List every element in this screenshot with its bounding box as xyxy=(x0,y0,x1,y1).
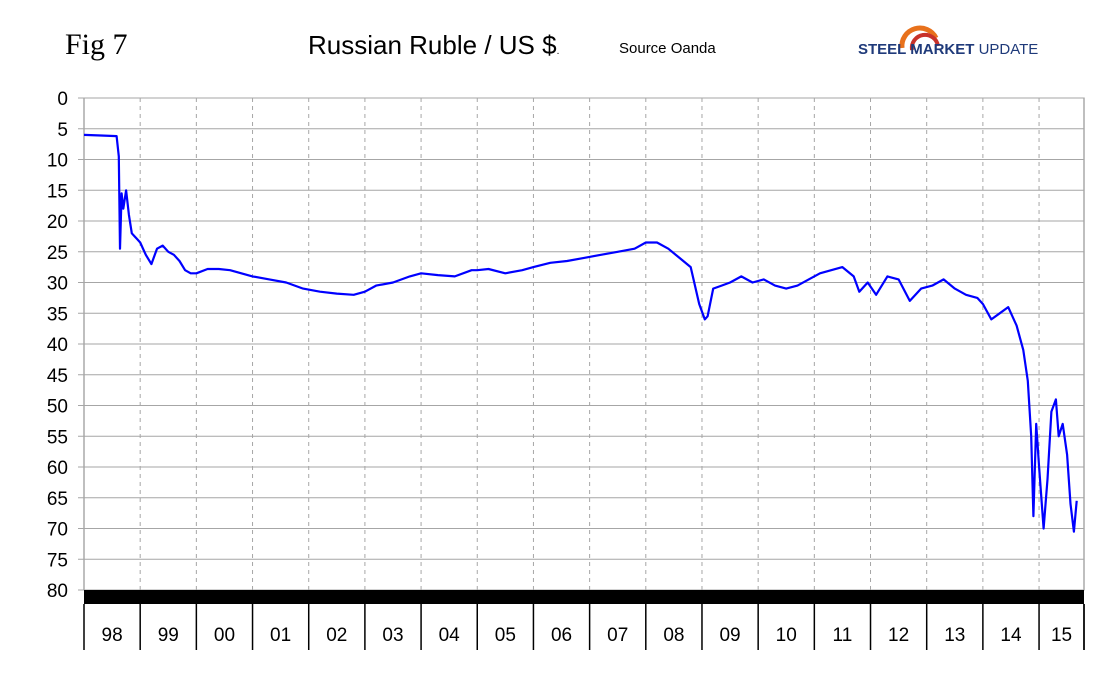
x-tick-label: 04 xyxy=(439,625,461,646)
x-tick-label: 08 xyxy=(663,625,684,646)
x-tick-label: 01 xyxy=(270,625,291,646)
chart-title-text: Russian Ruble / US $ xyxy=(308,30,557,60)
y-tick-label: 60 xyxy=(47,458,68,479)
y-tick-label: 30 xyxy=(47,274,68,295)
x-tick-label: 13 xyxy=(944,625,965,646)
x-tick-label: 05 xyxy=(495,625,516,646)
x-tick-label: 12 xyxy=(888,625,909,646)
y-tick-label: 10 xyxy=(47,151,68,172)
y-tick-label: 40 xyxy=(47,335,68,356)
y-axis-tick-labels: 0 5 10 15 20 25 30 35 40 45 50 55 60 65 70 75 80 xyxy=(47,89,68,602)
y-tick-label: 65 xyxy=(47,489,68,510)
y-tick-label: 70 xyxy=(47,520,68,541)
chart-title-suffix: . xyxy=(556,46,560,57)
y-tick-label: 15 xyxy=(47,181,68,202)
x-tick-label: 02 xyxy=(326,625,347,646)
y-tick-label: 55 xyxy=(47,427,68,448)
y-tick-label: 35 xyxy=(47,304,68,325)
x-tick-label: 09 xyxy=(719,625,740,646)
logo-text: STEEL MARKET UPDATE xyxy=(858,41,1038,58)
x-tick-label: 98 xyxy=(102,625,123,646)
logo-text-bold: STEEL MARKET xyxy=(858,41,975,58)
logo-arc-icon xyxy=(899,25,940,51)
y-tick-label: 45 xyxy=(47,366,68,387)
x-tick-label: 11 xyxy=(833,625,853,646)
x-tick-label: 06 xyxy=(551,625,572,646)
logo-text-light: UPDATE xyxy=(974,41,1039,58)
series-layer xyxy=(83,133,1078,533)
x-tick-label: 14 xyxy=(1000,625,1022,646)
x-axis-band xyxy=(83,590,1085,650)
y-tick-label: 5 xyxy=(57,120,68,141)
source-note: Source Oanda xyxy=(619,40,716,57)
x-axis-black-band xyxy=(84,590,1084,604)
x-tick-label: 00 xyxy=(214,625,235,646)
x-axis-tick-labels: 98 99 00 01 02 03 04 05 06 07 08 09 10 11 12 13 14 15 xyxy=(102,625,1073,646)
y-tick-label: 75 xyxy=(47,550,68,571)
steel-market-update-logo: STEEL MARKET UPDATE xyxy=(858,25,1058,68)
y-tick-label: 50 xyxy=(47,397,68,418)
chart-grid xyxy=(78,97,1085,591)
x-tick-label: 10 xyxy=(776,625,797,646)
x-tick-label: 07 xyxy=(607,625,628,646)
y-tick-label: 0 xyxy=(57,89,68,110)
figure-label: Fig 7 xyxy=(65,28,128,61)
x-tick-label: 03 xyxy=(382,625,403,646)
y-tick-label: 25 xyxy=(47,243,68,264)
y-tick-label: 80 xyxy=(47,581,68,602)
y-tick-label: 20 xyxy=(47,212,68,233)
chart-title: Russian Ruble / US $. xyxy=(308,30,559,61)
series-line-ruble-usd xyxy=(83,133,1078,533)
x-tick-label: 15 xyxy=(1051,625,1072,646)
x-tick-label: 99 xyxy=(158,625,179,646)
